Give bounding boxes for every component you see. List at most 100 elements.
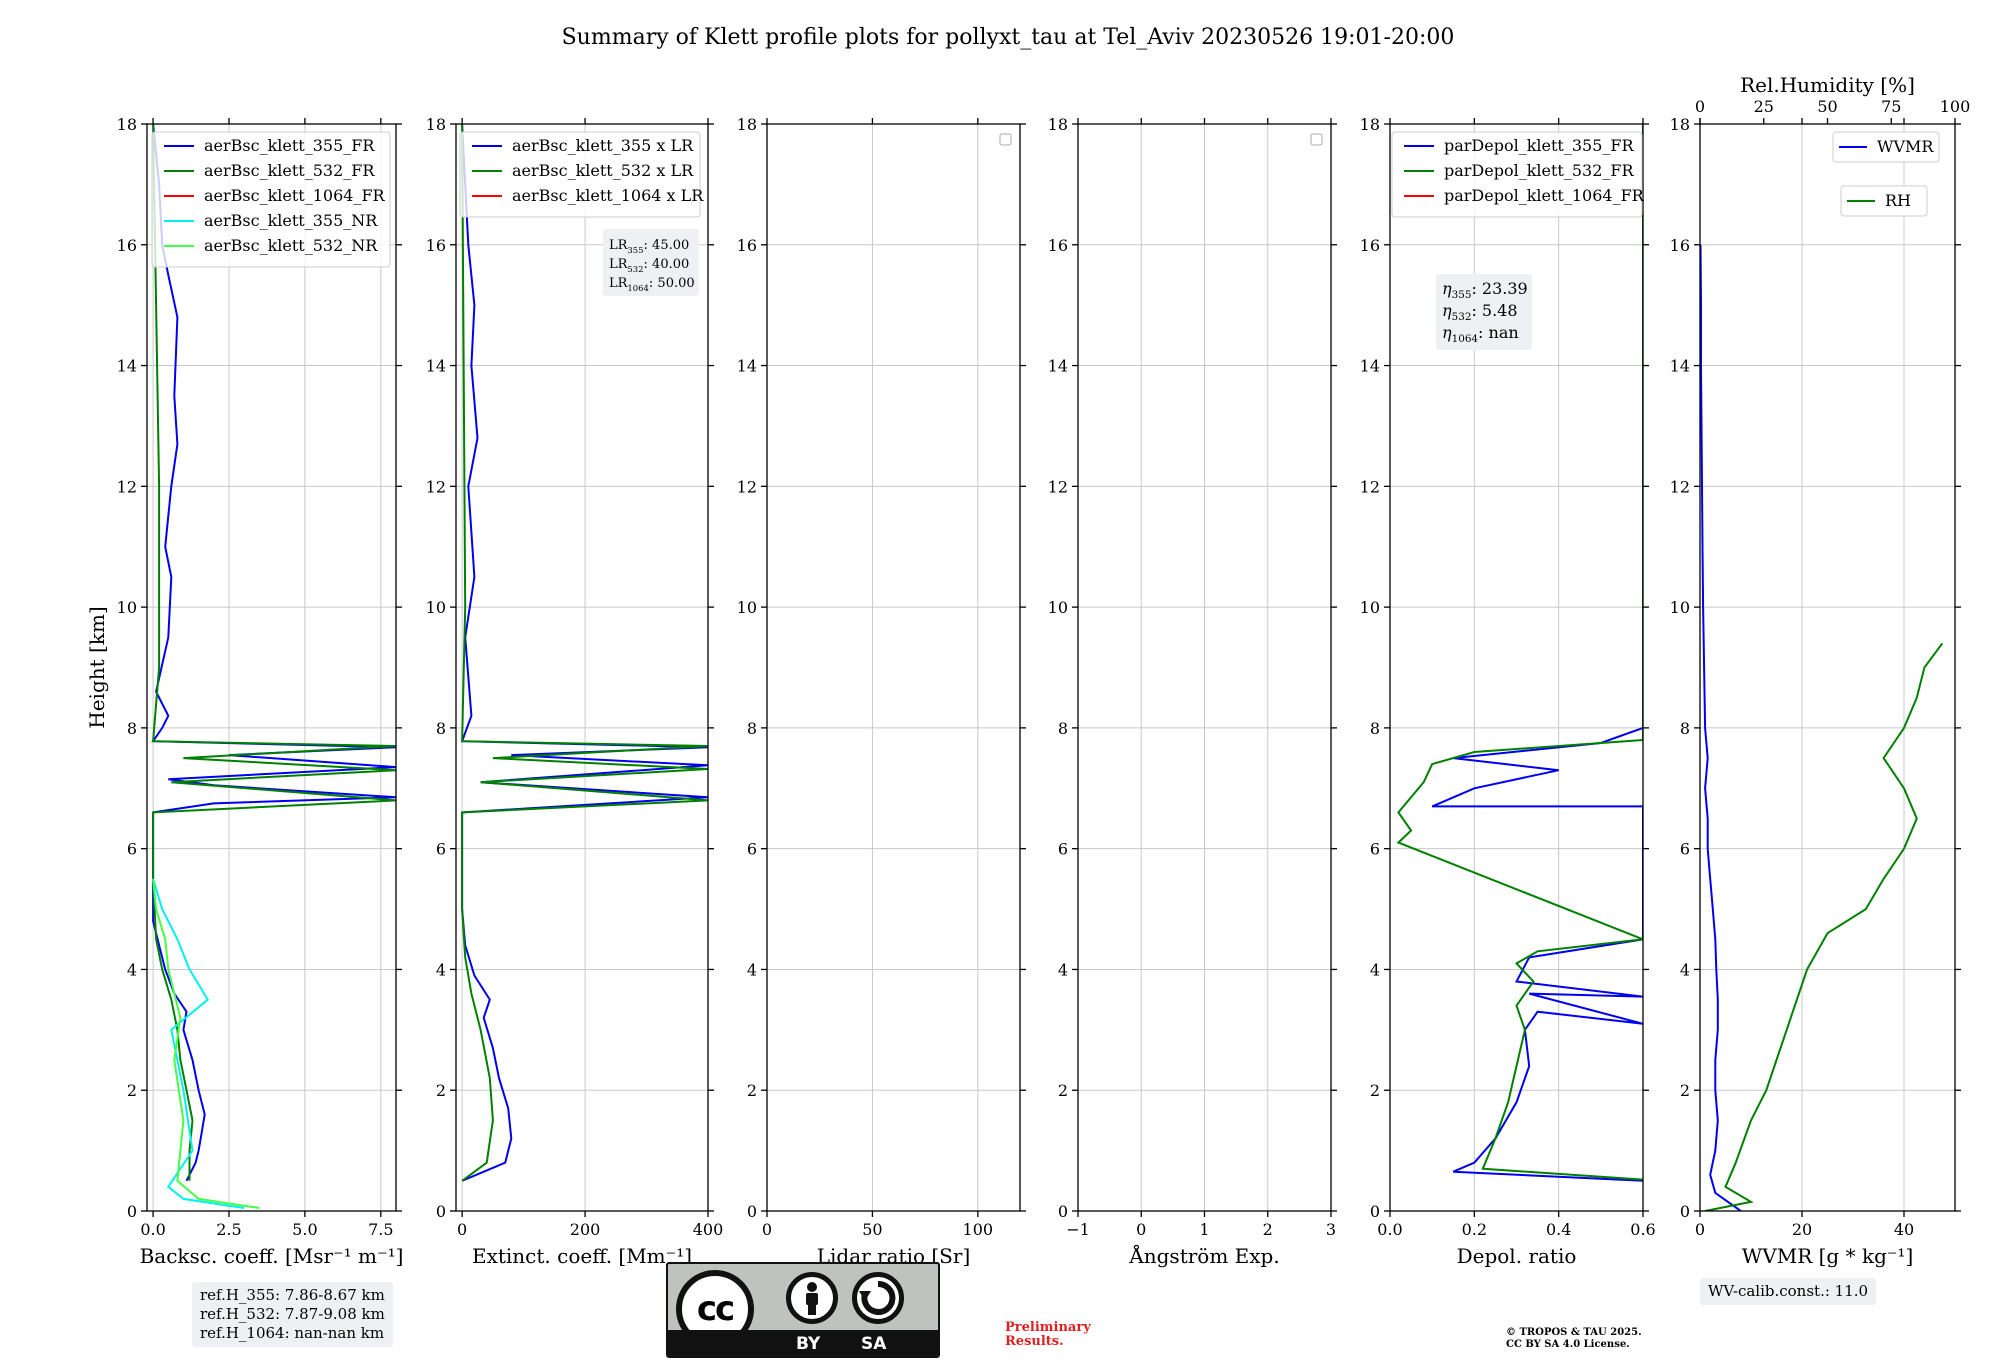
legend-frame [1840, 185, 1928, 217]
ytick-label: 2 [1680, 1081, 1690, 1100]
ytick-label: 6 [127, 840, 137, 859]
info-entry: LR355: 45.00 [609, 238, 689, 255]
refh-1064: ref.H_1064: nan-nan km [200, 1324, 385, 1342]
axes-frame [455, 123, 709, 1212]
ytick-label: 6 [1058, 840, 1068, 859]
ytick-label: 18 [117, 115, 137, 134]
top-xtick-label: 25 [1754, 97, 1774, 116]
ytick-label: 14 [1670, 357, 1690, 376]
xtick-label: 400 [693, 1220, 724, 1239]
ytick-label: 12 [426, 477, 446, 496]
ytick-label: 12 [117, 477, 137, 496]
xtick-label: 7.5 [368, 1220, 393, 1239]
top-xtick-label: 100 [1940, 97, 1971, 116]
share-alike-icon [852, 1272, 904, 1324]
series-line-RH [1704, 642, 1944, 1211]
xtick-label: 0 [1136, 1220, 1146, 1239]
info-entry: LR1064: 50.00 [609, 276, 695, 293]
ytick-label: 8 [127, 719, 137, 738]
ytick-label: 0 [1058, 1202, 1068, 1221]
info-entry: LR532: 40.00 [609, 257, 689, 274]
ytick-label: 10 [1670, 598, 1690, 617]
legend-entry: aerBsc_klett_1064 x LR [512, 186, 704, 205]
series-line-parDepol_klett_355_FR [1431, 124, 1643, 1182]
refh-355: ref.H_355: 7.86-8.67 km [200, 1286, 385, 1304]
ytick-label: 0 [1680, 1202, 1690, 1221]
ytick-label: 4 [1680, 960, 1690, 979]
series-line-aerBsc_klett_532 x LR [461, 124, 708, 1182]
ytick-label: 16 [1360, 236, 1380, 255]
xtick-label: 5.0 [292, 1220, 317, 1239]
axes-frame [1389, 123, 1644, 1212]
panel-backscatter: 0 2 4 6 8 10 12 14 16 18 0.0 2.5 5.0 7.5 Backsc. coeff… [85, 115, 403, 1268]
legend-entry: parDepol_klett_355_FR [1444, 136, 1635, 155]
ytick-label: 0 [1370, 1202, 1380, 1221]
ytick-label: 0 [127, 1202, 137, 1221]
ytick-label: 18 [1360, 115, 1380, 134]
cc-label-bar [668, 1330, 938, 1356]
panel-depol: 0 2 4 6 8 10 12 14 16 18 0.0 0.2 0.4 0.6 Depol. ratio p… [1360, 115, 1656, 1268]
info-entry: η1064: nan [1442, 323, 1519, 345]
series-line-WVMR [1700, 244, 1742, 1211]
legend-entry: parDepol_klett_532_FR [1444, 161, 1635, 180]
ytick-label: 10 [1048, 598, 1068, 617]
xtick-label: 0 [1695, 1220, 1705, 1239]
xtick-label: 40 [1894, 1220, 1914, 1239]
ytick-label: 2 [1370, 1081, 1380, 1100]
xaxis-label: Extinct. coeff. [Mm⁻¹] [472, 1244, 692, 1268]
preliminary-line-1: Preliminary [1005, 1320, 1091, 1335]
ytick-label: 2 [1058, 1081, 1068, 1100]
copyright-line-1: © TROPOS & TAU 2025. [1506, 1327, 1642, 1338]
copyright-note: © TROPOS & TAU 2025. CC BY SA 4.0 Licens… [1506, 1327, 1642, 1351]
ytick-label: 14 [117, 357, 137, 376]
legend-entry: RH [1885, 191, 1911, 210]
ytick-label: 14 [426, 357, 446, 376]
reference-height-box: ref.H_355: 7.86-8.67 km ref.H_532: 7.87-… [192, 1282, 393, 1347]
legend-entry: aerBsc_klett_532_FR [204, 161, 375, 180]
xtick-label: 1 [1199, 1220, 1209, 1239]
ytick-label: 10 [117, 598, 137, 617]
xaxis-label: Ångström Exp. [1128, 1243, 1279, 1268]
axes-frame [1699, 123, 1956, 1212]
xaxis-label: WVMR [g * kg⁻¹] [1742, 1244, 1914, 1268]
ytick-label: 18 [1670, 115, 1690, 134]
info-box [603, 229, 699, 296]
ytick-label: 4 [1370, 960, 1380, 979]
xtick-label: 0.0 [140, 1220, 165, 1239]
xtick-label: 200 [570, 1220, 601, 1239]
series-line-parDepol_klett_532_FR [1396, 124, 1643, 1181]
ytick-label: 6 [1680, 840, 1690, 859]
ytick-label: 6 [747, 840, 757, 859]
ytick-label: 8 [747, 719, 757, 738]
wv-calib-box: WV-calib.const.: 11.0 [1700, 1278, 1877, 1305]
legend-entry: aerBsc_klett_532_NR [204, 236, 378, 255]
info-entry: η532: 5.48 [1442, 301, 1518, 323]
by-person-icon [786, 1272, 838, 1324]
ytick-label: 6 [1370, 840, 1380, 859]
series-line-aerBsc_klett_532_FR [152, 124, 396, 1181]
legend-entry: WVMR [1877, 137, 1934, 156]
legend-entry: aerBsc_klett_532 x LR [512, 161, 694, 180]
axes-frame [146, 123, 397, 1212]
sa-label: SA [861, 1334, 887, 1354]
xtick-label: 2.5 [216, 1220, 241, 1239]
ytick-label: 14 [1360, 357, 1380, 376]
ytick-label: 0 [436, 1202, 446, 1221]
ytick-label: 16 [1048, 236, 1068, 255]
refh-532: ref.H_532: 7.87-9.08 km [200, 1305, 385, 1323]
ytick-label: 2 [747, 1081, 757, 1100]
ytick-label: 10 [1360, 598, 1380, 617]
ytick-label: 4 [747, 960, 757, 979]
preliminary-note: Preliminary Results. [1005, 1321, 1091, 1349]
top-xtick-label: 0 [1695, 97, 1705, 116]
legend-frame [1832, 131, 1940, 163]
ytick-label: 12 [1670, 477, 1690, 496]
legend-entry: parDepol_klett_1064_FR [1444, 186, 1645, 205]
ytick-label: 2 [436, 1081, 446, 1100]
xtick-label: 0.6 [1630, 1220, 1655, 1239]
ytick-label: 14 [737, 357, 757, 376]
xtick-label: 20 [1792, 1220, 1812, 1239]
